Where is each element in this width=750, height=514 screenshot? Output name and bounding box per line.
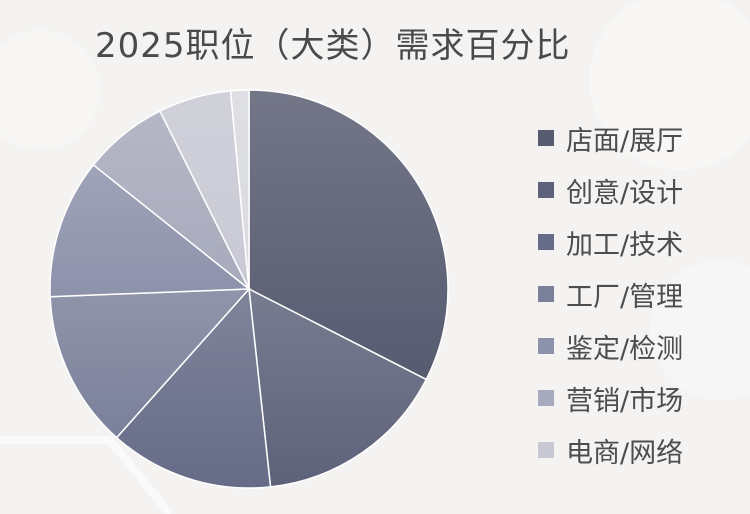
pie-slice-4 xyxy=(49,163,252,298)
legend-item: 营销/市场 xyxy=(538,372,748,424)
legend-swatch xyxy=(538,182,554,198)
legend-item: 店面/展厅 xyxy=(538,112,748,164)
pie-slice-1 xyxy=(248,287,428,488)
pie-slice-3 xyxy=(49,288,251,439)
legend-swatch xyxy=(538,442,554,458)
chart-legend: 店面/展厅创意/设计加工/技术工厂/管理鉴定/检测营销/市场电商/网络 xyxy=(538,112,748,476)
chart-title: 2025职位（大类）需求百分比 xyxy=(95,26,571,66)
legend-label: 工厂/管理 xyxy=(566,281,684,313)
legend-item: 电商/网络 xyxy=(538,424,748,476)
legend-swatch xyxy=(538,390,554,406)
legend-label: 创意/设计 xyxy=(566,177,684,209)
pie-slice-extra xyxy=(229,89,250,290)
pie-slice-2 xyxy=(115,287,272,489)
legend-swatch xyxy=(538,286,554,302)
legend-label: 加工/技术 xyxy=(566,229,684,261)
legend-label: 店面/展厅 xyxy=(566,125,684,157)
legend-item: 创意/设计 xyxy=(538,164,748,216)
legend-item: 加工/技术 xyxy=(538,216,748,268)
legend-swatch xyxy=(538,130,554,146)
legend-swatch xyxy=(538,234,554,250)
legend-item: 工厂/管理 xyxy=(538,268,748,320)
legend-label: 电商/网络 xyxy=(566,437,684,469)
legend-label: 营销/市场 xyxy=(566,385,684,417)
pie-slice-0 xyxy=(248,89,449,381)
legend-item: 鉴定/检测 xyxy=(538,320,748,372)
legend-label: 鉴定/检测 xyxy=(566,333,684,365)
legend-swatch xyxy=(538,338,554,354)
